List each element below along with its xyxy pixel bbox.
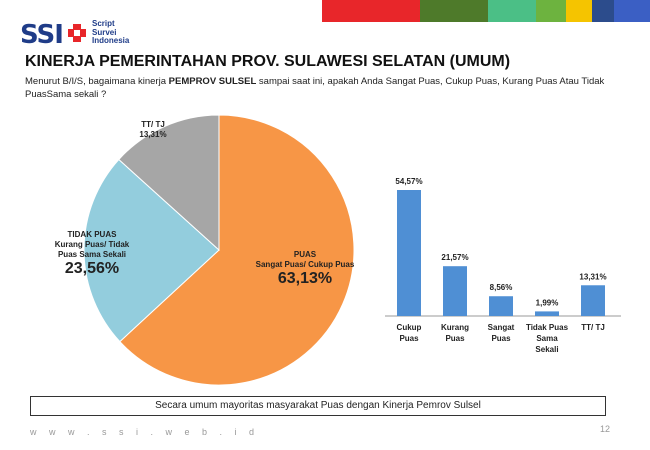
bar-category-label: Puas bbox=[399, 334, 419, 343]
logo-sub-line: Script bbox=[92, 19, 115, 28]
website-url: w w w . s s i . w e b . i d bbox=[30, 427, 260, 437]
slice-name: TT/ TJ bbox=[141, 120, 165, 129]
bar-category-label: Sangat bbox=[488, 323, 515, 332]
question-text: sampai saat ini, apakah Anda Sangat Puas… bbox=[25, 76, 605, 100]
question-text: Menurut B/I/S, bagaimana kinerja bbox=[25, 76, 169, 87]
top-color-segment bbox=[614, 0, 650, 22]
pie-slice-ttj bbox=[118, 114, 220, 252]
survey-question: Menurut B/I/S, bagaimana kinerja PEMPROV… bbox=[25, 75, 625, 101]
page-title: KINERJA PEMERINTAHAN PROV. SULAWESI SELA… bbox=[25, 53, 511, 70]
bar bbox=[489, 296, 513, 316]
pie-label-ttj: TT/ TJ 13,31% bbox=[128, 120, 178, 140]
question-subject: PEMPROV SULSEL bbox=[168, 76, 257, 87]
bar-category-label: Kurang bbox=[441, 323, 469, 332]
bar-category-label: Puas bbox=[491, 334, 511, 343]
top-color-segment bbox=[488, 0, 536, 22]
slice-sub: Kurang Puas/ Tidak Puas Sama Sekali bbox=[54, 240, 130, 259]
top-color-segment bbox=[420, 0, 488, 22]
bar bbox=[581, 285, 605, 316]
ssi-logo-text: SSI bbox=[20, 20, 64, 50]
page-number: 12 bbox=[600, 424, 611, 434]
bar bbox=[535, 311, 559, 316]
pie-label-puas: PUAS Sangat Puas/ Cukup Puas 63,13% bbox=[250, 250, 360, 287]
top-color-segment bbox=[566, 0, 592, 22]
slice-name: TIDAK PUAS bbox=[67, 230, 117, 239]
ssi-logo-icon bbox=[68, 24, 86, 42]
top-color-segment bbox=[536, 0, 566, 22]
bar-value-label: 1,99% bbox=[536, 298, 559, 307]
bar-value-label: 8,56% bbox=[490, 283, 513, 292]
slice-value: 13,31% bbox=[139, 130, 167, 139]
slice-value: 23,56% bbox=[64, 260, 120, 277]
ssi-logo-subtitle: Script Survei Indonesia bbox=[92, 19, 130, 46]
bar-category-label: Puas bbox=[445, 334, 465, 343]
bar bbox=[443, 266, 467, 316]
slice-name: PUAS bbox=[293, 250, 317, 259]
bar-value-label: 21,57% bbox=[441, 253, 468, 262]
logo-sub-line: Indonesia bbox=[92, 36, 130, 45]
summary-note: Secara umum mayoritas masyarakat Puas de… bbox=[30, 396, 606, 416]
bar bbox=[397, 190, 421, 316]
pie-slice-puas bbox=[119, 114, 355, 386]
bar-category-label: Tidak Puas bbox=[526, 323, 569, 332]
bar-category-label: Sama bbox=[536, 334, 558, 343]
bar-value-label: 54,57% bbox=[395, 177, 422, 186]
top-color-segment bbox=[592, 0, 614, 22]
bar-category-label: TT/ TJ bbox=[581, 323, 605, 332]
top-color-segment bbox=[322, 0, 420, 22]
slice-value: 63,13% bbox=[277, 270, 333, 287]
slice-sub: Sangat Puas/ Cukup Puas bbox=[255, 260, 355, 269]
bar-category-label: Sekali bbox=[535, 345, 558, 354]
bar-value-label: 13,31% bbox=[579, 272, 606, 281]
bar-category-label: Cukup bbox=[397, 323, 422, 332]
logo-sub-line: Survei bbox=[92, 27, 117, 37]
pie-label-tidak-puas: TIDAK PUAS Kurang Puas/ Tidak Puas Sama … bbox=[32, 230, 152, 277]
pie-slice-tidak-puas bbox=[83, 158, 220, 343]
